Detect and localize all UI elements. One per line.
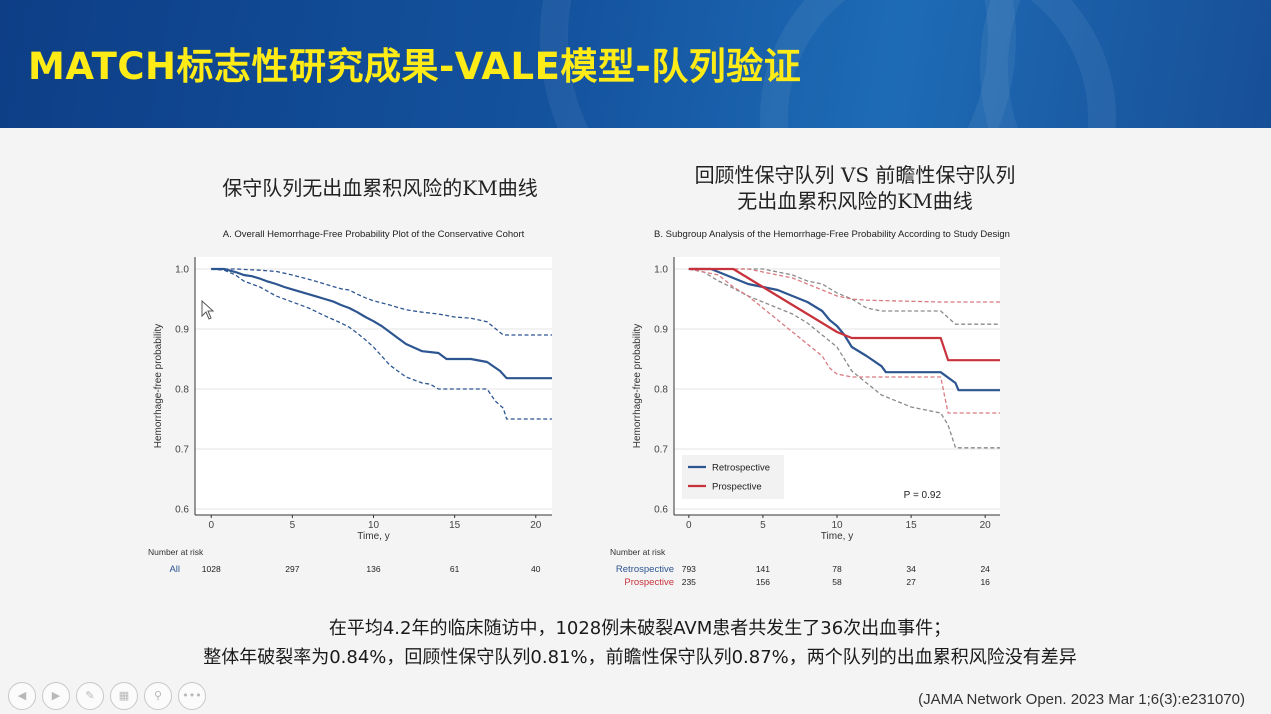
km-chart-overall: A. Overall Hemorrhage-Free Probability P… bbox=[148, 229, 552, 575]
x-tick-label: 0 bbox=[208, 520, 214, 531]
lower-curve bbox=[211, 268, 552, 420]
risk-table-value: 1028 bbox=[202, 564, 221, 574]
risk-table-value: 24 bbox=[980, 564, 990, 574]
risk-table-header: Number at risk bbox=[148, 547, 204, 557]
x-axis-label: Time, y bbox=[357, 531, 389, 542]
chevron-left-icon[interactable]: ◀ bbox=[8, 682, 36, 710]
slides-icon[interactable]: ▦ bbox=[110, 682, 138, 710]
risk-table-value: 136 bbox=[366, 564, 380, 574]
upper-curve bbox=[211, 268, 552, 336]
risk-table-value: 61 bbox=[450, 564, 460, 574]
plot-panel bbox=[195, 257, 552, 515]
y-tick-label: 0.9 bbox=[175, 325, 189, 336]
estimate-curve bbox=[211, 267, 552, 380]
km-chart-subgroup: B. Subgroup Analysis of the Hemorrhage-F… bbox=[610, 229, 1010, 588]
risk-table-group-label: Prospective bbox=[624, 577, 674, 588]
x-tick-label: 5 bbox=[760, 520, 766, 531]
risk-table-value: 793 bbox=[682, 564, 696, 574]
y-tick-label: 0.9 bbox=[654, 325, 668, 336]
header-decoration bbox=[980, 0, 1271, 128]
slide-title: MATCH标志性研究成果-VALE模型-队列验证 bbox=[28, 45, 802, 88]
left-chart-heading-text: 保守队列无出血累积风险的KM曲线 bbox=[222, 176, 538, 200]
risk-table-group-label: Retrospective bbox=[616, 564, 674, 575]
risk-table-value: 34 bbox=[906, 564, 916, 574]
zoom-icon[interactable]: ⚲ bbox=[144, 682, 172, 710]
x-tick-label: 10 bbox=[831, 520, 843, 531]
x-tick-label: 15 bbox=[449, 520, 461, 531]
retrospective-lower-curve bbox=[688, 268, 1000, 449]
slide-header: MATCH标志性研究成果-VALE模型-队列验证 bbox=[0, 0, 1271, 128]
x-tick-label: 20 bbox=[980, 520, 992, 531]
right-chart-heading-line2: 无出血累积风险的KM曲线 bbox=[737, 189, 973, 213]
y-tick-label: 0.8 bbox=[654, 385, 668, 396]
x-tick-label: 0 bbox=[686, 520, 692, 531]
y-axis-label: Hemorrhage-free probability bbox=[153, 324, 164, 449]
x-axis-label: Time, y bbox=[821, 531, 853, 542]
chart-title: A. Overall Hemorrhage-Free Probability P… bbox=[223, 229, 525, 240]
risk-table-value: 235 bbox=[682, 577, 696, 587]
right-chart-heading: 回顾性保守队列 VS 前瞻性保守队列 无出血累积风险的KM曲线 bbox=[620, 162, 1090, 214]
risk-table-value: 141 bbox=[756, 564, 770, 574]
legend-label-prospective: Prospective bbox=[712, 482, 762, 493]
summary-line-2: 整体年破裂率为0.84%，回顾性保守队列0.81%，前瞻性保守队列0.87%，两… bbox=[203, 647, 1077, 668]
risk-table-value: 78 bbox=[832, 564, 842, 574]
risk-table-value: 58 bbox=[832, 577, 842, 587]
risk-table-group-label: All bbox=[169, 564, 180, 575]
y-tick-label: 0.6 bbox=[175, 505, 189, 516]
chart-title: B. Subgroup Analysis of the Hemorrhage-F… bbox=[654, 229, 1010, 240]
y-tick-label: 0.6 bbox=[654, 505, 668, 516]
y-tick-label: 0.8 bbox=[175, 385, 189, 396]
risk-table-value: 27 bbox=[906, 577, 916, 587]
risk-table-value: 16 bbox=[980, 577, 990, 587]
prospective-lower-curve bbox=[688, 268, 1000, 414]
risk-table-value: 297 bbox=[285, 564, 299, 574]
mouse-cursor-icon bbox=[201, 300, 215, 320]
x-tick-label: 10 bbox=[368, 520, 380, 531]
left-chart-heading: 保守队列无出血累积风险的KM曲线 bbox=[200, 175, 560, 201]
p-value-annotation: P = 0.92 bbox=[904, 490, 942, 501]
legend-box bbox=[682, 455, 784, 499]
y-tick-label: 0.7 bbox=[175, 445, 189, 456]
x-tick-label: 5 bbox=[290, 520, 296, 531]
presentation-controls: ◀ ▶ ✎ ▦ ⚲ ••• bbox=[8, 682, 206, 710]
right-chart-heading-line1: 回顾性保守队列 VS 前瞻性保守队列 bbox=[694, 163, 1016, 187]
risk-table-header: Number at risk bbox=[610, 547, 666, 557]
risk-table-value: 40 bbox=[531, 564, 541, 574]
prospective-upper-curve bbox=[688, 268, 1000, 303]
prospective-estimate-curve bbox=[688, 267, 1000, 362]
summary-line-1: 在平均4.2年的临床随访中，1028例未破裂AVM患者共发生了36次出血事件； bbox=[328, 618, 952, 639]
y-tick-label: 1.0 bbox=[175, 265, 189, 276]
legend-label-retrospective: Retrospective bbox=[712, 463, 770, 474]
y-tick-label: 1.0 bbox=[654, 265, 668, 276]
more-icon[interactable]: ••• bbox=[178, 682, 206, 710]
pen-icon[interactable]: ✎ bbox=[76, 682, 104, 710]
x-tick-label: 15 bbox=[906, 520, 918, 531]
risk-table-value: 156 bbox=[756, 577, 770, 587]
x-tick-label: 20 bbox=[530, 520, 542, 531]
chevron-right-icon[interactable]: ▶ bbox=[42, 682, 70, 710]
y-tick-label: 0.7 bbox=[654, 445, 668, 456]
y-axis-label: Hemorrhage-free probability bbox=[632, 324, 643, 449]
citation: (JAMA Network Open. 2023 Mar 1;6(3):e231… bbox=[918, 691, 1245, 708]
retrospective-estimate-curve bbox=[688, 267, 1000, 392]
retrospective-upper-curve bbox=[688, 268, 1000, 325]
